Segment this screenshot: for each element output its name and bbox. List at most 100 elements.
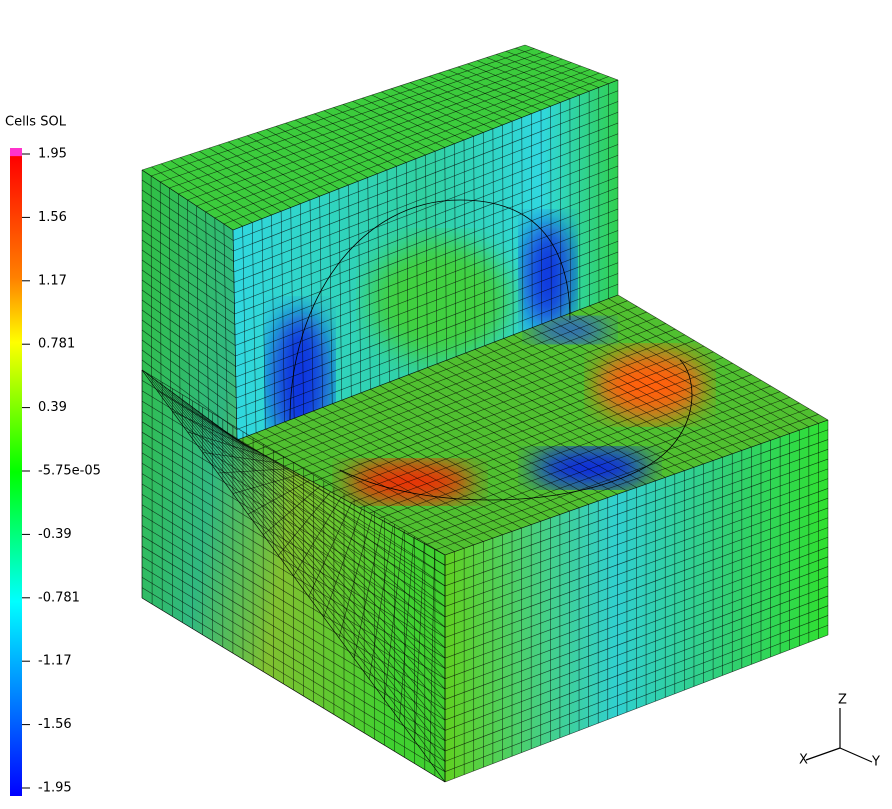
tick-label: -0.781 xyxy=(38,590,80,605)
mesh-line xyxy=(255,306,638,451)
mesh-line xyxy=(234,144,619,294)
mesh-line xyxy=(435,414,819,551)
tick-label: 1.56 xyxy=(38,210,67,225)
tick-label: -5.75e-05 xyxy=(38,464,101,479)
mesh-line xyxy=(353,520,383,659)
mesh-line xyxy=(160,51,544,183)
mesh-line xyxy=(234,154,619,304)
mesh-line xyxy=(444,517,829,659)
axis-label: X xyxy=(799,753,808,768)
mesh-line xyxy=(444,468,829,607)
mesh-line xyxy=(444,576,829,721)
colorbar xyxy=(10,148,22,796)
axis-label: Z xyxy=(838,693,847,708)
mesh-line xyxy=(444,478,829,618)
mesh-line xyxy=(205,69,591,213)
mesh-line xyxy=(274,317,657,462)
mesh-line xyxy=(444,585,829,731)
mesh-line xyxy=(141,299,236,367)
mesh-line xyxy=(235,197,619,346)
mesh-line xyxy=(141,289,236,357)
mesh-line xyxy=(444,449,829,587)
mesh-line xyxy=(444,605,829,752)
mesh-line xyxy=(378,379,762,519)
mesh-line xyxy=(340,357,724,498)
mesh-line xyxy=(350,362,733,504)
mesh-line xyxy=(233,90,619,241)
mesh-line xyxy=(234,176,619,325)
mesh-line xyxy=(416,402,800,540)
mesh-line xyxy=(407,396,790,535)
mesh-line xyxy=(399,537,415,721)
mesh-line xyxy=(141,44,526,171)
mesh-line xyxy=(444,615,829,762)
mesh-line xyxy=(236,273,619,420)
mesh-line xyxy=(141,209,234,273)
tick-label: 1.95 xyxy=(38,147,67,162)
mesh-line xyxy=(369,374,752,514)
mesh xyxy=(141,44,829,783)
mesh-line xyxy=(169,55,553,189)
mesh-line xyxy=(444,507,829,649)
tick-label: -0.39 xyxy=(38,527,72,542)
mesh-line xyxy=(141,189,234,252)
mesh-line xyxy=(444,546,829,690)
tick-label: 0.781 xyxy=(38,337,75,352)
mesh-line xyxy=(141,199,234,262)
mesh-line xyxy=(397,391,781,530)
mesh-line xyxy=(234,165,619,315)
mesh-line xyxy=(444,566,829,711)
mesh-line xyxy=(388,385,771,524)
mesh-line xyxy=(414,543,425,741)
mesh-line xyxy=(303,334,685,477)
mesh-line xyxy=(141,269,236,336)
mesh-line xyxy=(236,262,619,409)
mesh-line xyxy=(444,429,829,566)
mesh-line xyxy=(141,219,235,283)
mesh-line xyxy=(429,549,435,762)
mesh-line xyxy=(141,169,234,231)
mesh-line xyxy=(293,497,342,577)
mesh-line xyxy=(321,345,705,488)
mesh-line xyxy=(232,79,619,231)
mesh-line xyxy=(233,101,619,252)
mesh-line xyxy=(202,452,279,464)
mesh-line xyxy=(178,58,563,195)
mesh-line xyxy=(247,479,310,515)
mesh-line xyxy=(235,240,619,388)
mesh-line xyxy=(141,349,237,420)
mesh-line xyxy=(233,133,619,283)
mesh-line xyxy=(141,339,237,409)
tick-label: -1.17 xyxy=(38,654,72,669)
mesh-line xyxy=(444,634,829,783)
mesh-line xyxy=(444,419,829,556)
mesh-line xyxy=(141,369,238,441)
mesh-line xyxy=(444,497,829,638)
mesh-line xyxy=(141,309,236,378)
mesh-line xyxy=(196,65,581,207)
mesh-line xyxy=(187,62,572,201)
mesh-line xyxy=(293,328,676,472)
mesh-line xyxy=(214,72,600,219)
mesh-line xyxy=(233,111,619,262)
mesh-line xyxy=(359,368,743,509)
mesh-line xyxy=(236,283,619,430)
mesh-line xyxy=(141,329,237,399)
mesh-line xyxy=(425,408,810,545)
mesh-line xyxy=(444,556,829,700)
mesh-line xyxy=(233,122,619,273)
face xyxy=(142,45,618,230)
tick-label: -1.56 xyxy=(38,717,72,732)
mesh-line xyxy=(323,508,363,618)
mesh-line xyxy=(187,431,269,458)
mesh-line xyxy=(444,458,829,597)
mesh-line xyxy=(234,187,619,336)
mesh-line xyxy=(236,294,619,441)
mesh-line xyxy=(223,76,609,225)
mesh-line xyxy=(444,527,829,669)
tick-label: 0.39 xyxy=(38,400,67,415)
mesh-line xyxy=(265,311,647,456)
mesh-line xyxy=(444,595,829,742)
mesh-line xyxy=(141,229,235,294)
